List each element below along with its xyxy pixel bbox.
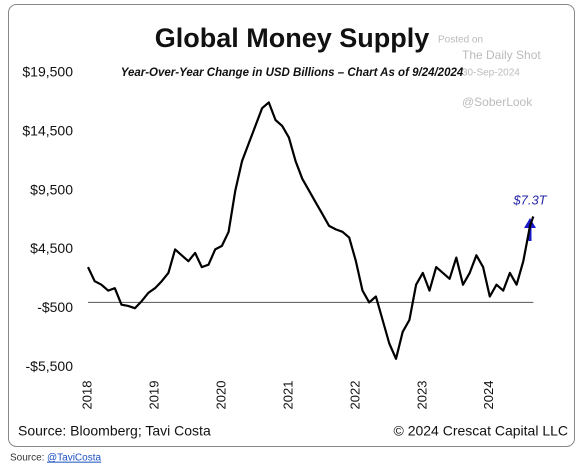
y-tick-label: $4,500	[30, 240, 73, 256]
y-tick-label: -$5,500	[26, 358, 74, 374]
chart-title: Global Money Supply	[155, 23, 430, 53]
y-tick-label: $19,500	[22, 64, 73, 80]
data-line	[87, 101, 535, 360]
x-tick-label: 2018	[79, 381, 94, 410]
y-tick-label: $9,500	[30, 181, 73, 197]
watermark: The Daily Shot	[462, 48, 541, 62]
x-tick-label: 2023	[414, 381, 429, 410]
x-tick-label: 2019	[146, 381, 161, 410]
annotation: $7.3T	[512, 192, 547, 207]
watermark: @SoberLook	[462, 95, 533, 109]
x-tick-label: 2022	[347, 381, 362, 410]
source-link[interactable]: @TaviCosta	[47, 453, 101, 464]
y-tick-label: $14,500	[22, 122, 73, 138]
watermark: 30-Sep-2024	[462, 68, 520, 79]
x-tick-label: 2021	[280, 381, 295, 410]
source: Source: Bloomberg; Tavi Costa	[18, 423, 211, 439]
chart-subtitle: Year-Over-Year Change in USD Billions – …	[121, 67, 464, 79]
x-tick-label: 2020	[213, 381, 228, 410]
watermark: Posted on	[438, 35, 483, 46]
frame	[8, 4, 575, 447]
copyright: © 2024 Crescat Capital LLC	[393, 423, 568, 439]
x-tick-label: 2024	[481, 381, 496, 410]
page-source-label: Source:	[10, 453, 44, 464]
y-tick-label: -$500	[37, 299, 73, 315]
